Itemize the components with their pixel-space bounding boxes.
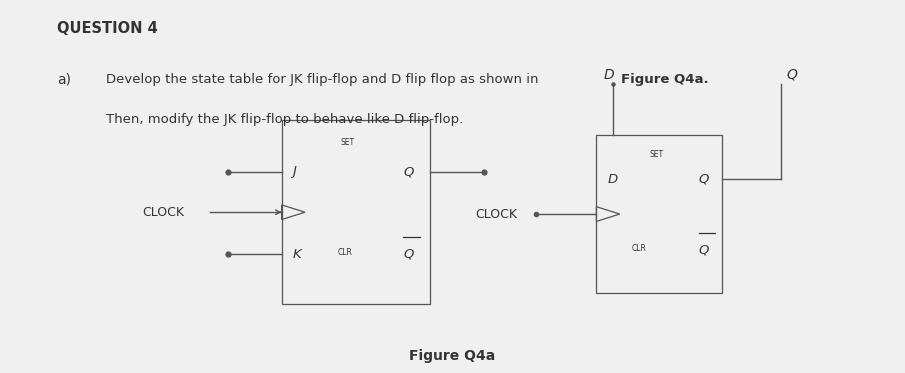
Text: Q: Q xyxy=(786,68,797,82)
Text: Q: Q xyxy=(403,165,414,178)
Text: D: D xyxy=(604,68,614,82)
Bar xyxy=(281,120,430,304)
Text: a): a) xyxy=(57,73,71,87)
Text: CLR: CLR xyxy=(338,248,353,257)
Text: Then, modify the JK flip-flop to behave like D flip-flop.: Then, modify the JK flip-flop to behave … xyxy=(106,113,463,126)
Text: Q: Q xyxy=(699,173,710,186)
Text: J: J xyxy=(292,165,296,178)
Text: D: D xyxy=(607,173,617,186)
Text: CLOCK: CLOCK xyxy=(142,206,185,219)
Text: SET: SET xyxy=(649,150,663,159)
Text: Q: Q xyxy=(699,244,710,257)
Text: Q: Q xyxy=(403,248,414,261)
Text: CLOCK: CLOCK xyxy=(475,207,517,220)
Bar xyxy=(596,135,722,293)
Text: K: K xyxy=(292,248,301,261)
Text: Figure Q4a.: Figure Q4a. xyxy=(621,73,709,85)
Text: SET: SET xyxy=(341,138,355,147)
Text: Develop the state table for JK flip-flop and D flip flop as shown in: Develop the state table for JK flip-flop… xyxy=(106,73,543,85)
Text: CLR: CLR xyxy=(632,244,646,253)
Text: QUESTION 4: QUESTION 4 xyxy=(57,21,157,36)
Text: Figure Q4a: Figure Q4a xyxy=(409,349,496,363)
